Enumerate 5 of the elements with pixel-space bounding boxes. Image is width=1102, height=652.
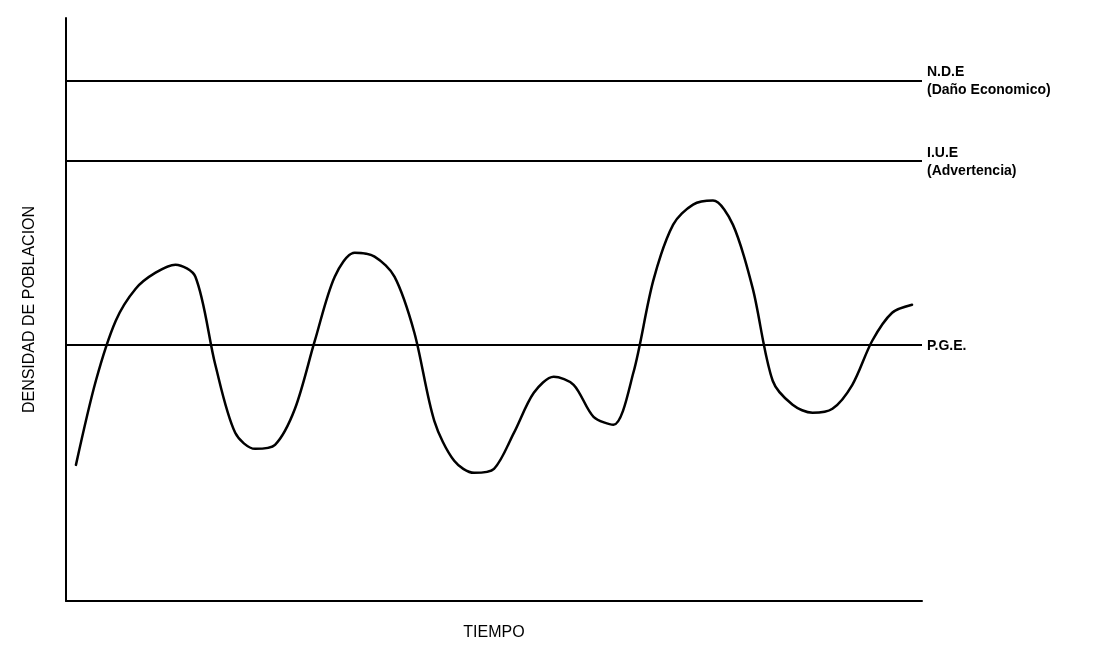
ref-line-label: I.U.E (Advertencia) <box>927 143 1017 178</box>
x-axis-title: TIEMPO <box>463 622 525 640</box>
y-axis-title: DENSIDAD DE POBLACION <box>19 205 37 414</box>
ref-line-label: N.D.E (Daño Economico) <box>927 63 1051 98</box>
ref-line-label: P.G.E. <box>927 336 967 353</box>
